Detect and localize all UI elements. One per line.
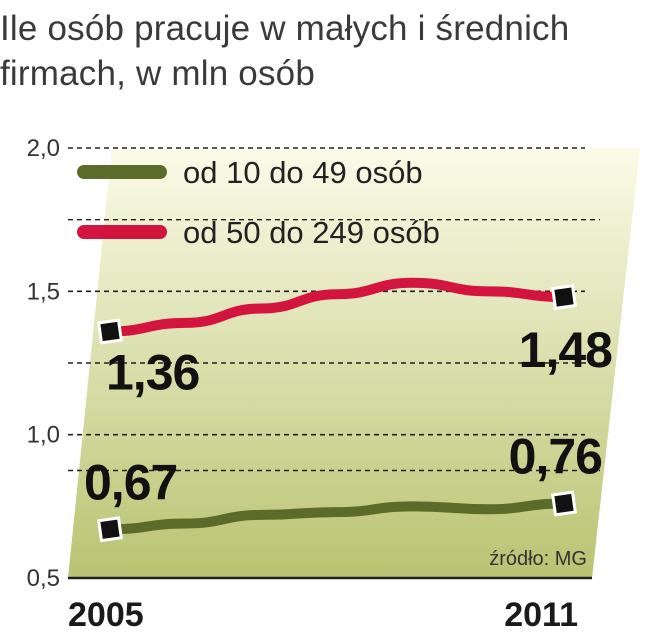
- source-note: źródło: MG: [489, 548, 587, 570]
- y-axis: 2,0 1,5 1,0 0,5: [27, 135, 60, 592]
- y-tick-label: 0,5: [27, 565, 60, 592]
- data-label: 1,36: [106, 344, 199, 400]
- legend-label: od 50 do 249 osób: [183, 215, 440, 250]
- gridlines: [68, 147, 600, 580]
- x-axis: 2005 2011: [68, 596, 578, 634]
- series-line: [105, 277, 569, 337]
- series-line: [105, 498, 569, 535]
- series-lines: [105, 277, 569, 535]
- data-point-marker: [97, 516, 123, 543]
- data-point-marker: [551, 490, 577, 517]
- x-tick-label: 2011: [504, 596, 578, 634]
- plot-background: [68, 148, 640, 578]
- series-markers: [97, 284, 577, 543]
- chart-title: Ile osób pracuje w małych i średnich fir…: [0, 9, 570, 93]
- y-tick-label: 2,0: [27, 135, 60, 162]
- legend-label: od 10 do 49 osób: [183, 155, 423, 190]
- legend: od 10 do 49 osób od 50 do 249 osób: [77, 155, 440, 250]
- y-tick-label: 1,0: [27, 422, 60, 449]
- data-label: 0,76: [509, 428, 602, 484]
- data-point-marker: [97, 318, 123, 345]
- value-labels: 1,36 1,48 0,67 0,76: [84, 322, 613, 510]
- data-label: 0,67: [84, 454, 177, 510]
- data-point-marker: [551, 284, 577, 311]
- data-label: 1,48: [519, 322, 613, 378]
- x-tick-label: 2005: [68, 596, 144, 634]
- y-tick-label: 1,5: [27, 278, 60, 305]
